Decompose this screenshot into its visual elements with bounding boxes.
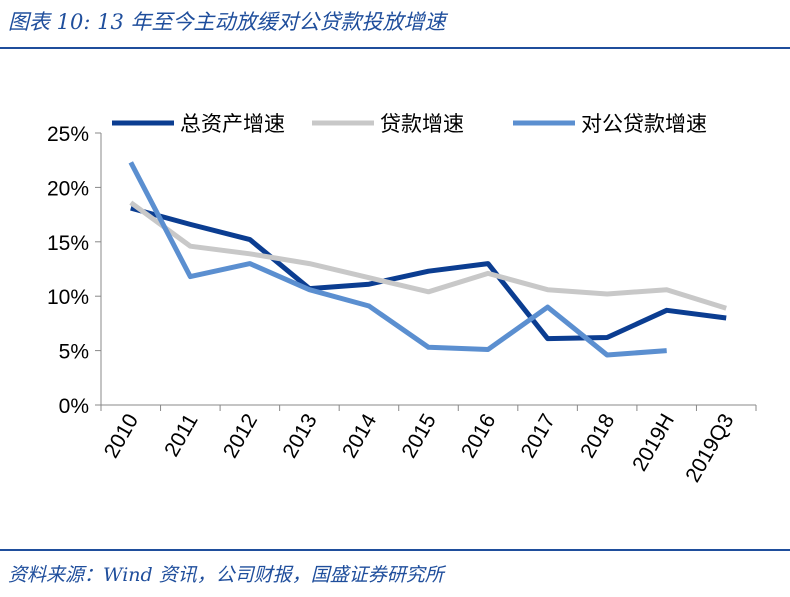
source-note: 资料来源：Wind 资讯，公司财报，国盛证券研究所	[8, 564, 444, 586]
x-tick-label: 2014	[338, 410, 381, 462]
line-chart: 总资产增速 贷款增速 对公贷款增速 0% 5% 10% 15% 20% 25% 2010 201…	[47, 112, 757, 486]
series-lines	[128, 161, 727, 358]
y-tick-label: 5%	[59, 341, 89, 364]
series-line-2	[129, 200, 727, 311]
y-tick-label: 25%	[47, 123, 89, 146]
x-tick-label: 2017	[517, 410, 560, 462]
series-line-3	[128, 161, 667, 358]
x-tick-label: 2015	[398, 410, 441, 462]
x-tick-label: 2013	[278, 410, 321, 462]
x-tick-label: 2018	[576, 410, 619, 462]
legend-label: 贷款增速	[380, 112, 464, 136]
x-tick-label: 2019Q3	[681, 410, 738, 486]
top-divider	[0, 47, 790, 49]
series-line-1	[130, 205, 727, 342]
y-tick-label: 0%	[59, 395, 89, 418]
x-axis: 2010 2011 2012 2013 2014 2015 2016 2017 2018 2019…	[100, 404, 757, 486]
x-tick-label: 2012	[219, 410, 262, 462]
figure-title: 图表 10: 13 年至今主动放缓对公贷款投放增速	[8, 10, 446, 34]
y-axis: 0% 5% 10% 15% 20% 25%	[47, 123, 102, 418]
y-tick-label: 15%	[47, 232, 89, 255]
legend-label: 对公贷款增速	[581, 112, 707, 136]
legend-label: 总资产增速	[180, 112, 285, 136]
x-tick-label: 2019H	[628, 410, 679, 475]
x-tick-label: 2011	[160, 410, 203, 461]
x-tick-label: 2016	[457, 410, 500, 462]
bottom-divider	[0, 549, 790, 551]
legend: 总资产增速 贷款增速 对公贷款增速	[112, 112, 707, 136]
y-tick-label: 10%	[47, 286, 89, 309]
x-tick-label: 2010	[100, 410, 143, 462]
y-tick-label: 20%	[47, 177, 89, 200]
